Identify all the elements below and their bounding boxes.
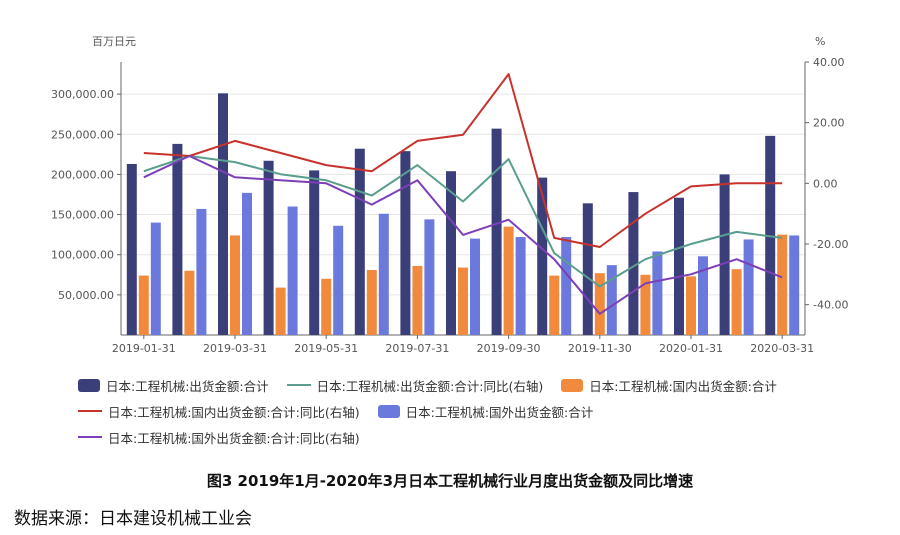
data-source: 数据来源：日本建设机械工业会 <box>14 509 252 529</box>
bar-series1-5 <box>366 269 377 335</box>
legend-item-bar2: 日本:工程机械:国外出货金额:合计 <box>377 402 594 421</box>
left-tick-label-0: 50,000.00 <box>58 289 114 302</box>
bar-series1-11 <box>640 274 651 335</box>
line-series-0 <box>143 155 783 288</box>
bar-series0-11 <box>628 192 639 335</box>
bar-series1-6 <box>412 265 423 335</box>
bar-series1-3 <box>275 287 286 335</box>
legend-swatch <box>286 384 311 386</box>
legend-swatch <box>78 436 102 438</box>
left-axis-unit: 百万日元 <box>92 35 136 48</box>
legend-label: 日本:工程机械:国内出货金额:合计 <box>589 378 777 394</box>
right-tick-label-1: -20.00 <box>813 238 848 251</box>
bar-series2-8 <box>515 237 526 335</box>
legend-swatch <box>78 378 100 392</box>
left-tick-label-1: 100,000.00 <box>51 249 114 262</box>
bar-series1-12 <box>686 276 696 335</box>
bar-series2-7 <box>470 238 480 335</box>
right-tick-label-2: 0.00 <box>813 177 838 190</box>
legend-swatch <box>561 378 584 392</box>
legend-row: 日本:工程机械:出货金额:合计 日本:工程机械:出货金额:合计:同比(右轴) 日本:… <box>78 372 878 398</box>
bar-series0-9 <box>537 177 548 335</box>
bar-series2-6 <box>424 219 435 335</box>
bar-series2-2 <box>242 192 252 335</box>
bar-series0-8 <box>491 128 502 335</box>
left-tick-label-4: 250,000.00 <box>51 128 114 141</box>
left-tick-label-2: 150,000.00 <box>51 209 114 222</box>
chart-legend: 日本:工程机械:出货金额:合计 日本:工程机械:出货金额:合计:同比(右轴) 日本:… <box>78 372 878 450</box>
right-tick-label-4: 40.00 <box>813 56 845 69</box>
bar-series2-12 <box>698 256 708 335</box>
line-series-1 <box>143 73 783 248</box>
bar-series2-9 <box>561 237 572 335</box>
bar-series0-7 <box>446 171 456 335</box>
x-tick-label-6: 2020-01-31 <box>659 342 723 355</box>
bar-series1-4 <box>321 278 332 335</box>
x-tick-label-1: 2019-03-31 <box>203 342 267 355</box>
bar-series0-13 <box>719 174 730 335</box>
bar-series0-2 <box>218 93 228 336</box>
bar-series0-1 <box>172 143 183 335</box>
legend-swatch <box>78 410 102 412</box>
x-tick-label-2: 2019-05-31 <box>294 342 358 355</box>
bar-series1-14 <box>777 234 788 335</box>
bar-series0-3 <box>263 160 274 335</box>
left-tick-label-3: 200,000.00 <box>51 168 114 181</box>
bar-series0-10 <box>582 203 593 335</box>
left-tick-label-5: 300,000.00 <box>51 88 114 101</box>
legend-item-line1: 日本:工程机械:国内出货金额:合计:同比(右轴) <box>78 402 360 421</box>
bar-series1-9 <box>549 275 560 335</box>
line-series-2 <box>143 155 783 315</box>
bar-series2-4 <box>333 225 344 335</box>
legend-label: 日本:工程机械:国内出货金额:合计:同比(右轴) <box>108 404 360 420</box>
bar-series2-11 <box>652 251 663 335</box>
legend-label: 日本:工程机械:出货金额:合计 <box>106 378 269 394</box>
legend-item-bar0: 日本:工程机械:出货金额:合计 <box>78 376 269 395</box>
bar-series1-13 <box>731 269 742 335</box>
bar-series1-10 <box>594 273 605 335</box>
bar-series1-2 <box>230 235 240 335</box>
legend-swatch <box>377 404 400 418</box>
x-tick-label-4: 2019-09-30 <box>477 342 541 355</box>
bar-series0-6 <box>400 151 411 335</box>
legend-item-bar1: 日本:工程机械:国内出货金额:合计 <box>561 376 777 395</box>
bar-series0-5 <box>354 148 365 335</box>
bar-series2-13 <box>743 239 754 335</box>
bar-series0-0 <box>126 163 137 335</box>
legend-item-line2: 日本:工程机械:国外出货金额:合计:同比(右轴) <box>78 428 360 447</box>
x-tick-label-3: 2019-07-31 <box>385 342 449 355</box>
legend-label: 日本:工程机械:国外出货金额:合计 <box>405 404 594 420</box>
x-tick-label-0: 2019-01-31 <box>112 342 176 355</box>
right-tick-label-0: -40.00 <box>813 299 848 312</box>
x-tick-label-7: 2020-03-31 <box>750 342 814 355</box>
legend-row: 日本:工程机械:国外出货金额:合计:同比(右轴) <box>78 424 878 450</box>
bar-series2-14 <box>789 235 800 335</box>
chart: 百万日元 % 50,000.00 100,000.00 150,000.00 200,00… <box>51 35 848 355</box>
bar-series1-0 <box>138 275 149 335</box>
right-tick-label-3: 20.00 <box>813 117 845 130</box>
bar-series0-4 <box>309 170 320 335</box>
right-axis-unit: % <box>815 35 825 48</box>
x-tick-label-5: 2019-11-30 <box>568 342 632 355</box>
figure-caption: 图3 2019年1月-2020年3月日本工程机械行业月度出货金额及同比增速 <box>206 472 694 490</box>
bar-series1-8 <box>503 226 514 335</box>
bar-series2-10 <box>606 265 617 335</box>
legend-item-line0: 日本:工程机械:出货金额:合计:同比(右轴) <box>286 376 544 395</box>
bar-series1-1 <box>184 270 195 335</box>
legend-label: 日本:工程机械:出货金额:合计:同比(右轴) <box>316 378 544 394</box>
legend-row: 日本:工程机械:国内出货金额:合计:同比(右轴) 日本:工程机械:国外出货金额:合… <box>78 398 878 424</box>
bar-series2-5 <box>378 213 389 335</box>
bar-series2-3 <box>287 206 298 335</box>
bar-series1-7 <box>458 267 468 335</box>
bar-series2-0 <box>150 222 161 335</box>
legend-label: 日本:工程机械:国外出货金额:合计:同比(右轴) <box>108 430 360 446</box>
bar-series2-1 <box>196 208 207 335</box>
bar-series0-12 <box>674 197 684 335</box>
